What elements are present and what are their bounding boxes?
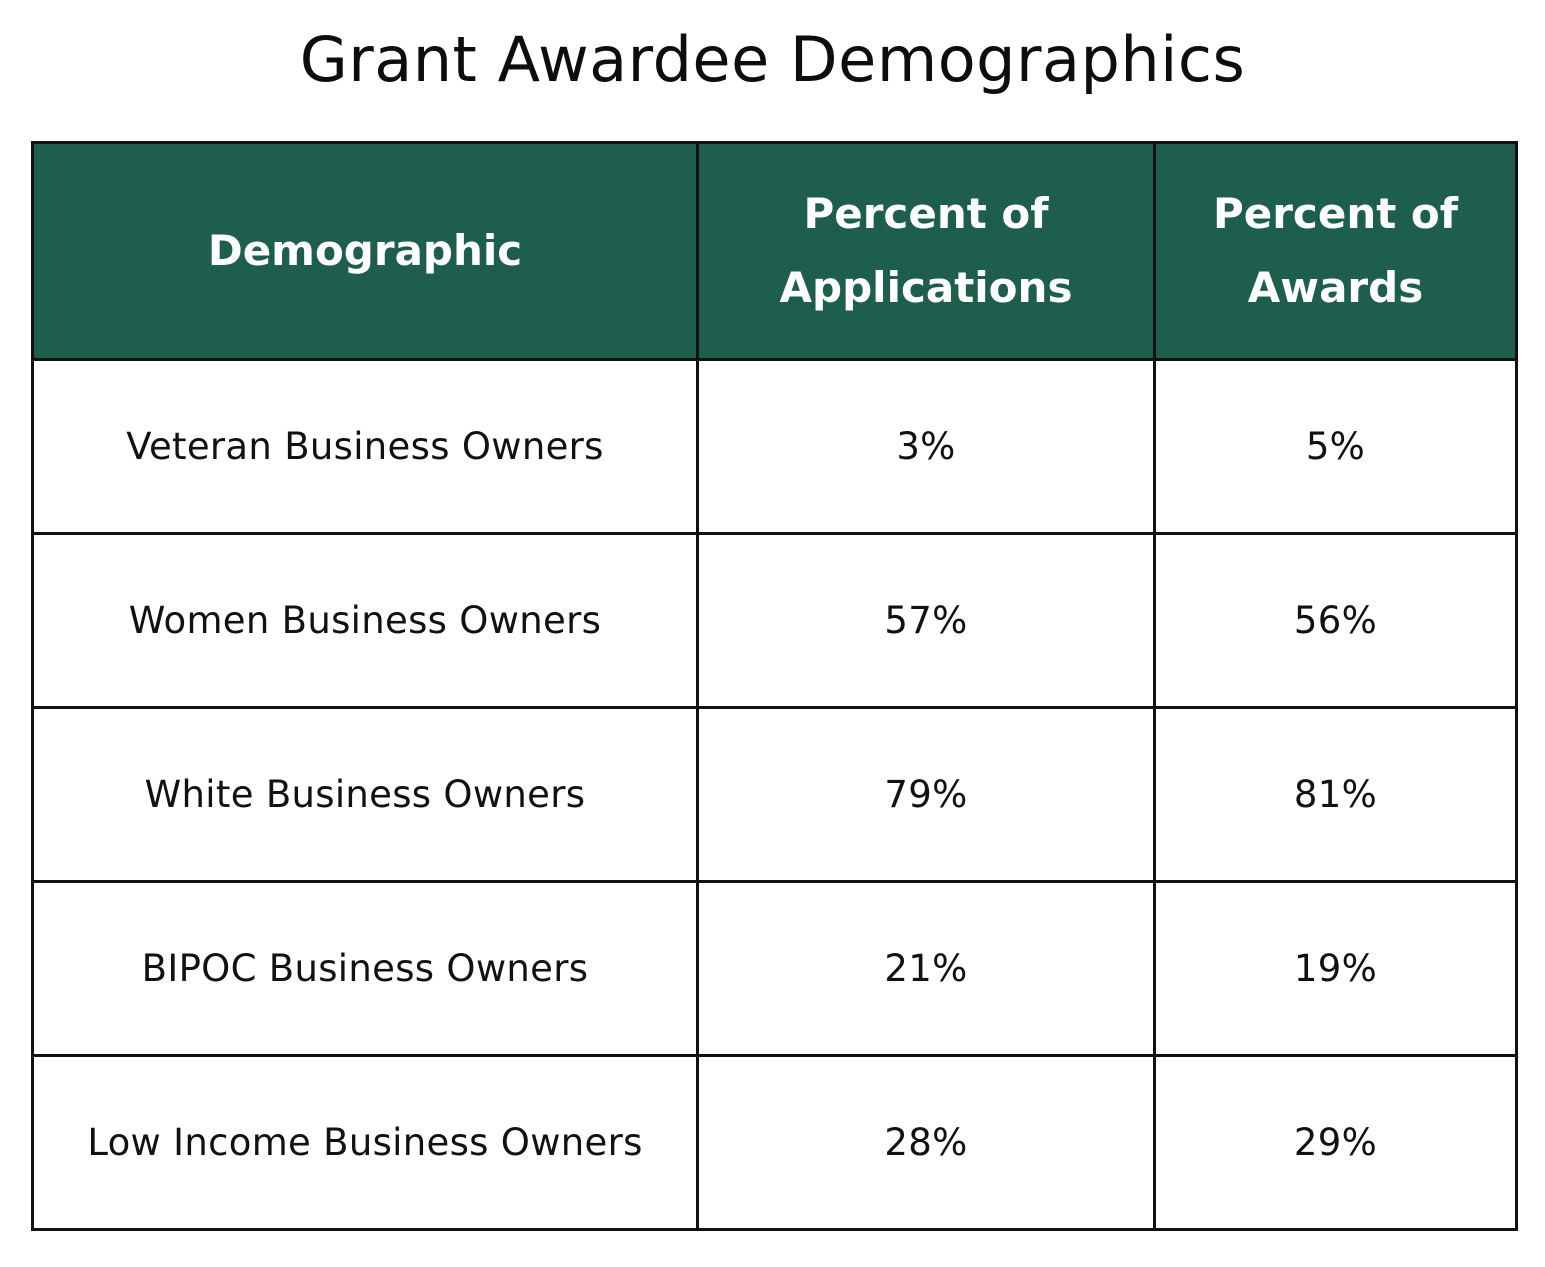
header-percent-awards-line1: Percent of	[1212, 189, 1459, 238]
applications-percent-cell: 57%	[696, 532, 1156, 709]
awards-percent-cell: 56%	[1153, 532, 1518, 709]
demographic-cell: Veteran Business Owners	[31, 358, 699, 535]
table-row: BIPOC Business Owners 21% 19%	[31, 880, 1518, 1057]
table-row: White Business Owners 79% 81%	[31, 706, 1518, 883]
awards-percent-cell: 29%	[1153, 1054, 1518, 1231]
demographic-cell: BIPOC Business Owners	[31, 880, 699, 1057]
demographics-table: Demographic Percent of Applications Perc…	[31, 141, 1518, 1231]
header-demographic-label: Demographic	[207, 226, 523, 275]
table-row: Veteran Business Owners 3% 5%	[31, 358, 1518, 535]
header-demographic: Demographic	[31, 141, 699, 361]
demographic-cell: White Business Owners	[31, 706, 699, 883]
applications-percent-cell: 3%	[696, 358, 1156, 535]
applications-percent-cell: 79%	[696, 706, 1156, 883]
demographic-cell: Low Income Business Owners	[31, 1054, 699, 1231]
awards-percent-cell: 5%	[1153, 358, 1518, 535]
table-row: Low Income Business Owners 28% 29%	[31, 1054, 1518, 1231]
awards-percent-cell: 19%	[1153, 880, 1518, 1057]
header-percent-applications-line1: Percent of	[803, 189, 1049, 238]
demographic-cell: Women Business Owners	[31, 532, 699, 709]
header-percent-awards-line2: Awards	[1247, 263, 1424, 312]
header-percent-applications: Percent of Applications	[696, 141, 1156, 361]
table-row: Women Business Owners 57% 56%	[31, 532, 1518, 709]
applications-percent-cell: 28%	[696, 1054, 1156, 1231]
header-percent-applications-line2: Applications	[779, 263, 1073, 312]
applications-percent-cell: 21%	[696, 880, 1156, 1057]
chart-title: Grant Awardee Demographics	[299, 23, 1246, 96]
awards-percent-cell: 81%	[1153, 706, 1518, 883]
header-percent-awards: Percent of Awards	[1153, 141, 1518, 361]
table-header-row: Demographic Percent of Applications Perc…	[31, 141, 1518, 361]
